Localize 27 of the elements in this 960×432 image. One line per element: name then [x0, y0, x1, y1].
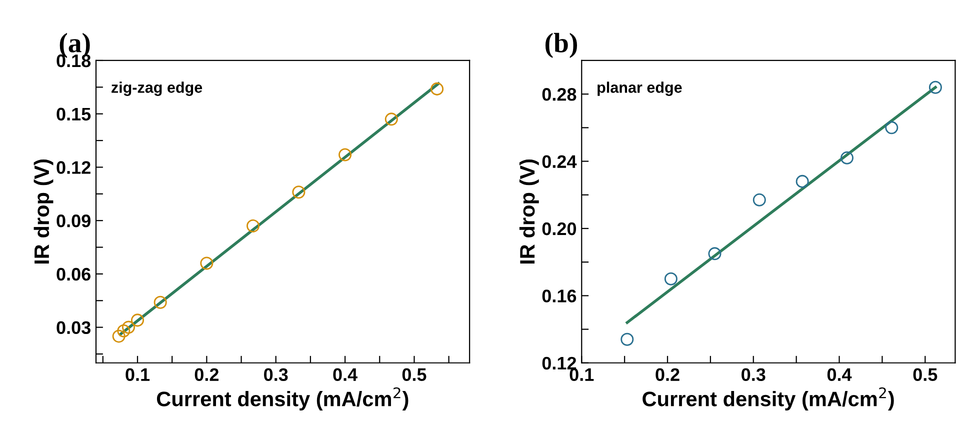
x-tick-label: 0.1 [570, 368, 594, 382]
annotation: planar edge [598, 82, 682, 96]
y-tick-label: 0.20 [542, 222, 576, 236]
x-axis-title: Current density (mA/cm$^{2}$) [642, 387, 894, 410]
x-tick-label: 0.3 [742, 368, 766, 382]
x-tick-label: 0.1 [126, 368, 150, 382]
x-tick-label: 0.2 [194, 368, 219, 382]
y-tick-label: 0.09 [56, 214, 90, 228]
x-axis-title: Current density (mA/cm$^{2}$) [156, 387, 408, 410]
x-tick-label: 0.5 [402, 368, 426, 382]
annotation: zig-zag edge [112, 82, 202, 96]
y-tick-label: 0.16 [542, 290, 576, 302]
x-tick-label: 0.5 [913, 368, 938, 382]
x-tick-label: 0.4 [827, 368, 852, 382]
y-tick-label: 0.03 [56, 321, 90, 334]
x-tick-label: 0.4 [333, 368, 358, 382]
y-axis-title: IR drop (V) [519, 159, 539, 264]
y-tick-label: 0.15 [56, 108, 91, 121]
y-tick-label: 0.12 [56, 161, 90, 174]
chart-title: (b) [546, 32, 578, 58]
x-tick-label: 0.2 [656, 368, 680, 382]
y-tick-label: 0.28 [542, 88, 576, 101]
x-tick-label: 0.3 [264, 368, 288, 382]
y-axis-title: IR drop (V) [34, 159, 54, 264]
y-tick-label: 0.24 [542, 155, 577, 168]
y-tick-label: 0.12 [542, 356, 576, 370]
y-tick-label: 0.06 [56, 268, 90, 281]
